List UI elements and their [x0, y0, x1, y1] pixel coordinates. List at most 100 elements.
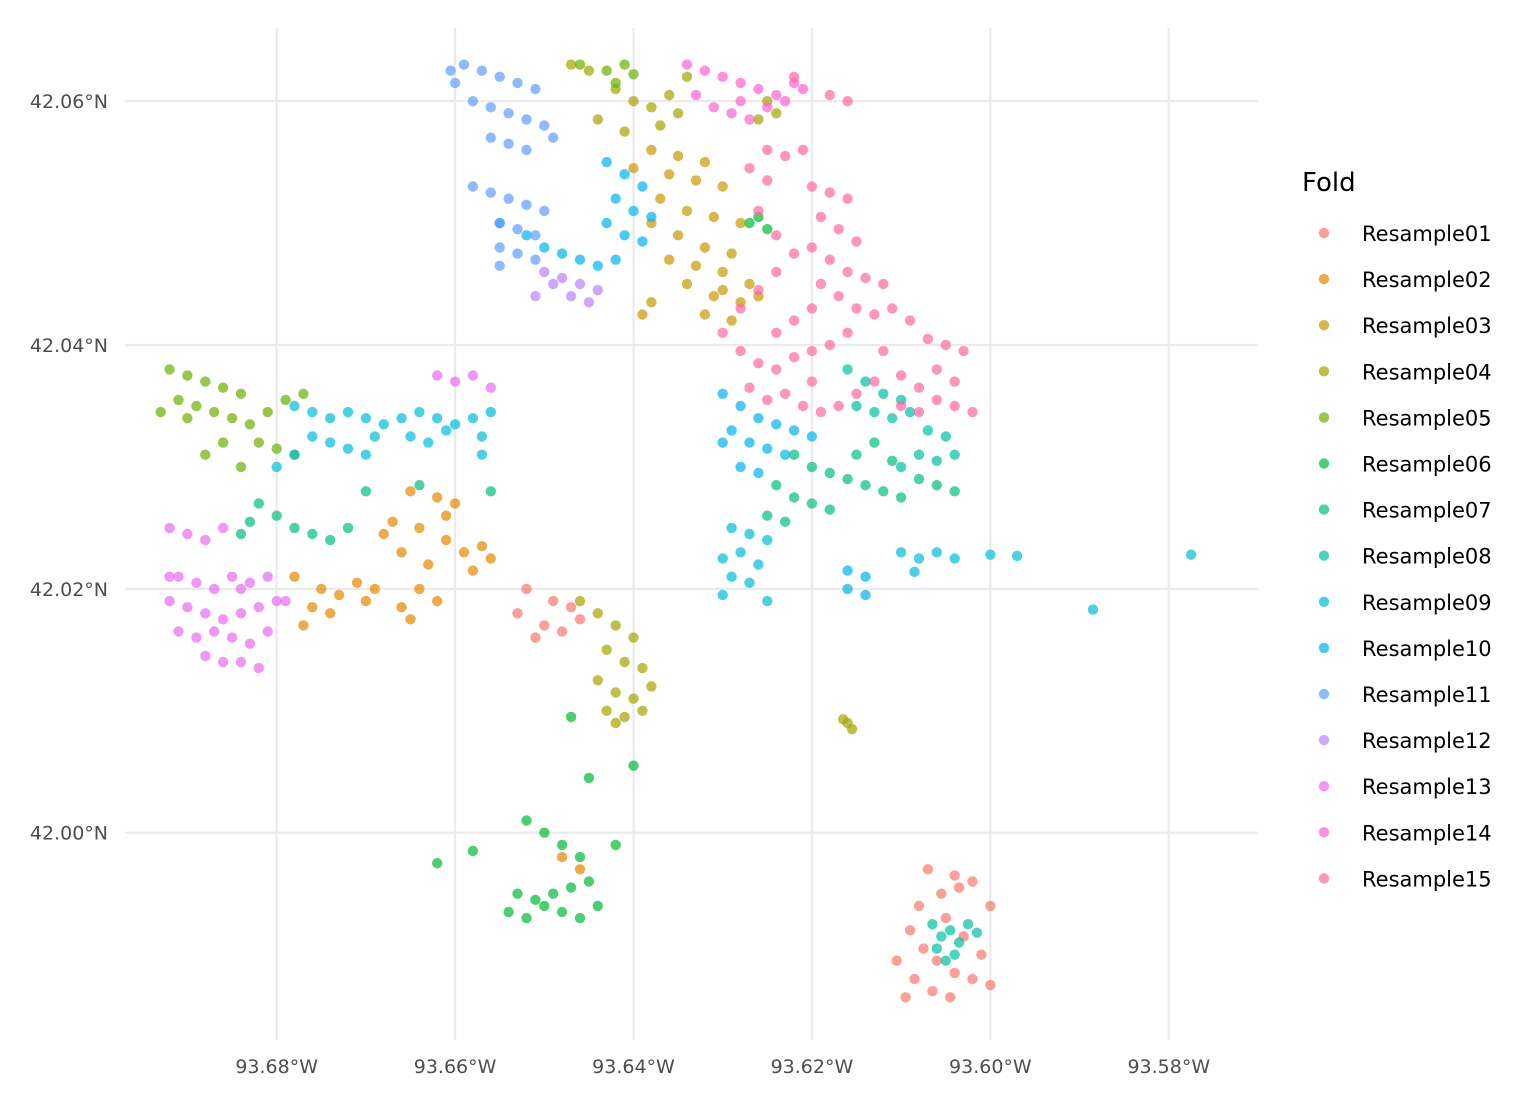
- point-Resample13-17: [173, 626, 184, 637]
- y-tick-label-3: 42.06°N: [30, 91, 108, 113]
- point-Resample03-14: [726, 248, 737, 259]
- point-Resample11-17: [521, 199, 532, 210]
- point-Resample13-20: [226, 632, 238, 643]
- point-Resample03-21: [699, 309, 711, 320]
- point-Resample05-8: [226, 413, 238, 424]
- legend-item-Resample08: Resample08: [1318, 545, 1492, 569]
- legend-key-Resample09: [1318, 596, 1330, 607]
- point-Resample06-22: [762, 224, 773, 235]
- point-Resample06-16: [565, 711, 577, 723]
- point-Resample02-5: [325, 608, 336, 619]
- point-Resample13-27: [280, 595, 291, 607]
- point-Resample13-21: [244, 638, 256, 649]
- point-Resample14-5: [771, 89, 782, 101]
- legend-label-Resample04: Resample04: [1362, 360, 1492, 384]
- point-Resample01-10: [967, 876, 978, 887]
- point-Resample08-19: [971, 927, 983, 938]
- point-Resample09-36: [931, 547, 942, 558]
- legend-label-Resample05: Resample05: [1362, 406, 1492, 430]
- point-Resample08-16: [962, 919, 974, 930]
- point-Resample08-5: [869, 406, 880, 418]
- point-Resample15-49: [806, 303, 818, 314]
- point-Resample02-10: [432, 492, 443, 503]
- point-Resample13-30: [432, 370, 443, 381]
- point-Resample12-2: [574, 278, 586, 290]
- legend-label-Resample08: Resample08: [1362, 545, 1492, 569]
- point-Resample06-5: [530, 894, 541, 905]
- point-Resample15-3: [744, 163, 755, 174]
- point-Resample07-11: [788, 449, 800, 460]
- point-Resample11-12: [521, 144, 532, 156]
- point-Resample08-8: [922, 425, 934, 436]
- point-Resample11-7: [503, 108, 514, 119]
- legend-item-Resample03: Resample03: [1318, 314, 1492, 338]
- point-Resample15-14: [860, 272, 871, 284]
- point-Resample11-9: [539, 120, 550, 131]
- point-Resample04-22: [610, 687, 621, 698]
- legend-item-Resample01: Resample01: [1318, 222, 1492, 246]
- point-Resample15-20: [887, 303, 898, 314]
- point-Resample02-9: [405, 486, 416, 497]
- series-Resample05: [155, 59, 639, 473]
- point-Resample03-12: [672, 230, 684, 241]
- point-Resample03-19: [708, 291, 719, 302]
- point-Resample08-12: [949, 449, 960, 460]
- point-Resample09-2: [325, 413, 336, 424]
- point-Resample02-21: [414, 583, 425, 595]
- point-Resample02-19: [467, 565, 479, 576]
- point-Resample14-0: [681, 59, 693, 70]
- point-Resample14-8: [708, 102, 719, 113]
- point-Resample10-18: [753, 413, 764, 424]
- series-Resample14: [681, 59, 809, 125]
- point-Resample05-17: [217, 437, 229, 448]
- point-Resample09-9: [449, 419, 461, 430]
- point-Resample08-1: [860, 376, 871, 387]
- point-Resample01-1: [548, 595, 559, 607]
- legend-label-Resample06: Resample06: [1362, 453, 1492, 477]
- point-Resample02-27: [556, 851, 568, 863]
- legend-item-Resample07: Resample07: [1318, 499, 1492, 523]
- point-Resample10-27: [753, 467, 764, 479]
- point-Resample01-11: [913, 900, 925, 912]
- point-Resample04-9: [655, 120, 666, 131]
- point-Resample15-40: [717, 327, 728, 338]
- point-Resample09-37: [949, 553, 960, 564]
- point-Resample11-5: [467, 96, 479, 107]
- point-Resample07-1: [271, 510, 282, 521]
- series-Resample13: [164, 370, 496, 674]
- point-Resample03-16: [690, 260, 702, 271]
- legend-item-Resample12: Resample12: [1318, 729, 1492, 753]
- point-Resample14-7: [690, 89, 702, 101]
- point-Resample15-55: [815, 406, 827, 418]
- point-Resample11-4: [530, 83, 541, 95]
- point-Resample10-11: [592, 260, 603, 271]
- point-Resample07-16: [878, 486, 889, 497]
- point-Resample09-14: [342, 443, 354, 454]
- point-Resample10-14: [521, 230, 532, 241]
- point-Resample07-14: [842, 473, 853, 485]
- point-Resample13-8: [244, 577, 256, 588]
- point-Resample04-14: [574, 595, 586, 607]
- y-tick-label-2: 42.04°N: [30, 335, 108, 357]
- point-Resample02-16: [423, 559, 434, 570]
- point-Resample01-9: [949, 870, 960, 881]
- point-Resample13-23: [200, 650, 211, 662]
- point-Resample13-3: [217, 522, 229, 534]
- series-Resample09: [271, 400, 1197, 615]
- point-Resample13-12: [200, 608, 211, 619]
- point-Resample13-25: [235, 656, 247, 668]
- point-Resample02-12: [414, 522, 425, 534]
- point-Resample06-10: [521, 912, 532, 924]
- point-Resample06-2: [556, 839, 568, 851]
- point-Resample07-17: [895, 492, 907, 503]
- point-Resample03-5: [690, 175, 702, 186]
- point-Resample09-12: [307, 431, 318, 442]
- point-Resample06-18: [628, 760, 639, 771]
- point-Resample04-27: [637, 705, 648, 716]
- point-Resample01-22: [927, 986, 938, 997]
- point-Resample14-9: [726, 108, 737, 119]
- point-Resample13-15: [253, 602, 264, 613]
- point-Resample15-23: [940, 339, 951, 351]
- point-Resample04-13: [753, 114, 764, 125]
- point-Resample15-15: [878, 278, 889, 290]
